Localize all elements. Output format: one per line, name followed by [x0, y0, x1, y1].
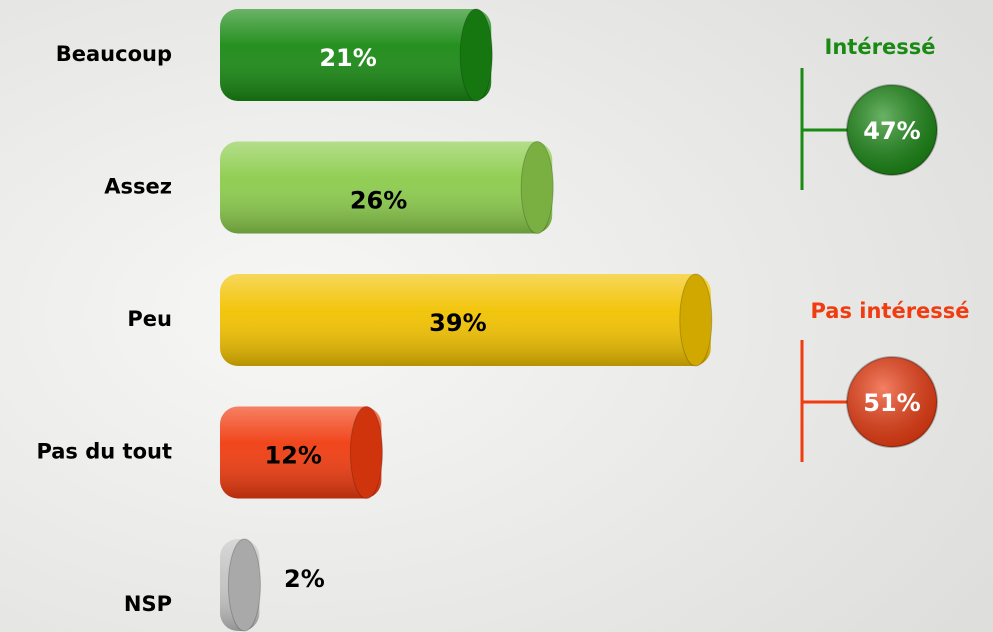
group-value: 47% [863, 117, 920, 145]
bar-cap [520, 141, 554, 234]
category-label: Pas du tout [36, 440, 172, 464]
bar-cap-shade [521, 141, 554, 234]
bar-cap-shade [350, 406, 383, 499]
bar-cap [349, 406, 383, 499]
bar-shine [220, 274, 711, 366]
bar-cap-shade [679, 274, 712, 366]
bar-shine [220, 9, 492, 101]
bar-shine [220, 406, 382, 499]
category-label: Assez [104, 175, 172, 199]
group-label: Pas intéressé [810, 299, 969, 323]
bar-shine [220, 141, 553, 234]
value-label: 26% [350, 187, 407, 215]
value-label: 39% [429, 309, 486, 337]
category-label: NSP [124, 592, 172, 616]
group-label: Intéressé [825, 35, 936, 59]
category-label: Beaucoup [56, 42, 172, 66]
bar-cap-shade [228, 539, 261, 631]
value-label: 21% [319, 44, 376, 72]
bar-cap-shade [460, 9, 493, 101]
group-circle-shine [847, 357, 937, 447]
value-label: 2% [284, 565, 325, 593]
bar-cap [459, 8, 493, 102]
group-circle-shine [847, 85, 937, 175]
value-label: 12% [264, 442, 321, 470]
group-value: 51% [863, 389, 920, 417]
bar-cap [679, 273, 713, 367]
bar-cap [227, 538, 261, 632]
category-label: Peu [127, 307, 172, 331]
